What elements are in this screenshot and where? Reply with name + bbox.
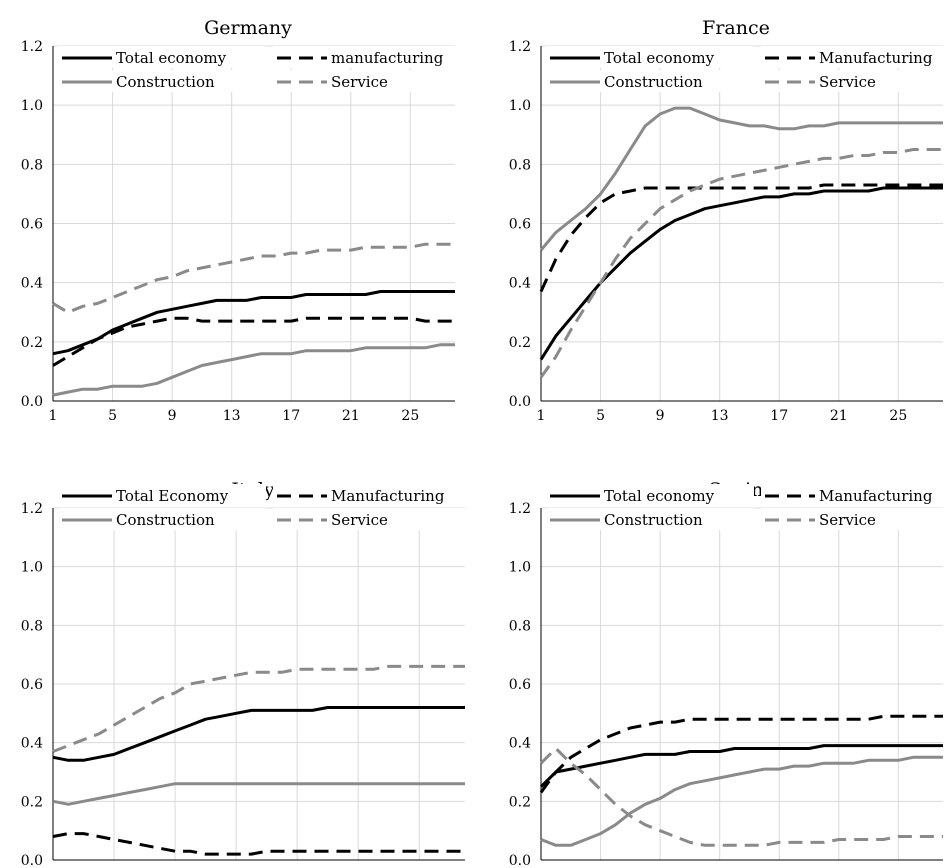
y-tick-label: 0.8 — [21, 618, 43, 634]
legend-item-bg — [546, 508, 754, 530]
legend-item-bg — [761, 46, 948, 68]
legend-label: Construction — [116, 511, 215, 529]
y-tick-label: 1.0 — [21, 98, 43, 114]
x-tick-label: 1 — [49, 408, 58, 424]
y-tick-label: 0.2 — [21, 335, 43, 351]
y-tick-label: 0.4 — [509, 276, 531, 292]
y-tick-label: 0.0 — [509, 853, 531, 868]
legend-label: Total Economy — [116, 487, 229, 505]
x-tick-label: 5 — [108, 408, 117, 424]
y-tick-label: 1.2 — [21, 501, 43, 517]
legend-label: Manufacturing — [819, 49, 933, 67]
chart-panel-france: France 0.0 0.2 0.4 0.6 0.8 1.0 1.2 1 5 9 13 17 21 25 To… — [509, 17, 948, 424]
y-tick-label: 0.0 — [21, 394, 43, 410]
x-tick-label: 5 — [596, 408, 605, 424]
x-tick-label: 21 — [830, 408, 848, 424]
x-tick-label: 9 — [168, 408, 177, 424]
y-tick-label: 0.6 — [509, 677, 531, 693]
legend-label: Total economy — [604, 487, 715, 505]
chart-panel-italy: Italy0.00.20.40.60.81.01.215913172125Tot… — [21, 479, 481, 868]
legend-item-bg — [761, 484, 948, 506]
series-line-manufacturing — [539, 714, 943, 794]
series-line-total-economy — [539, 186, 943, 361]
legend-label: Construction — [604, 73, 703, 91]
series-line-service — [52, 664, 465, 753]
y-tick-label: 0.4 — [21, 736, 43, 752]
y-tick-label: 0.8 — [509, 157, 531, 173]
legend-item-bg — [546, 484, 754, 506]
legend-label: Service — [819, 511, 876, 529]
series-line-service — [539, 148, 943, 379]
chart-panel-spain: Spain0.00.20.40.60.81.01.215913172125Tot… — [509, 479, 948, 868]
x-tick-label: 13 — [223, 408, 241, 424]
legend-label: Manufacturing — [819, 487, 933, 505]
legend-item-bg — [58, 484, 266, 506]
series-line-service — [539, 747, 943, 847]
x-tick-label: 25 — [401, 408, 419, 424]
legend-item-bg — [273, 484, 481, 506]
chart-title: France — [702, 17, 770, 39]
x-tick-label: 21 — [342, 408, 360, 424]
x-tick-label: 17 — [770, 408, 788, 424]
y-tick-label: 0.0 — [509, 394, 531, 410]
legend-label: Service — [331, 73, 388, 91]
legend-item-bg — [546, 46, 754, 68]
legend-label: Service — [819, 73, 876, 91]
y-tick-label: 1.2 — [509, 501, 531, 517]
series-line-total-economy — [539, 744, 943, 788]
x-tick-label: 17 — [282, 408, 300, 424]
legend-label: Service — [331, 511, 388, 529]
legend-item-bg — [58, 508, 266, 530]
series-line-construction — [52, 343, 455, 397]
x-tick-label: 9 — [656, 408, 665, 424]
legend-item-bg — [58, 46, 266, 68]
y-tick-label: 0.2 — [509, 335, 531, 351]
legend-item-bg — [761, 70, 948, 92]
legend-label: Manufacturing — [331, 487, 445, 505]
x-tick-label: 1 — [537, 408, 546, 424]
series-line-construction — [540, 755, 943, 847]
legend-label: Total economy — [116, 49, 227, 67]
y-tick-label: 1.0 — [21, 560, 43, 576]
y-tick-label: 1.0 — [509, 98, 531, 114]
y-tick-label: 0.6 — [21, 677, 43, 693]
series-line-construction — [52, 782, 465, 806]
series-line-construction — [539, 106, 943, 252]
series-line-manufacturing — [539, 183, 943, 293]
y-tick-label: 0.6 — [21, 217, 43, 233]
legend-item-bg — [273, 508, 481, 530]
y-tick-label: 0.8 — [21, 157, 43, 173]
y-tick-label: 0.4 — [509, 736, 531, 752]
legend-item-bg — [273, 46, 481, 68]
legend-label: Construction — [604, 511, 703, 529]
x-tick-label: 25 — [889, 408, 907, 424]
y-tick-label: 1.2 — [509, 39, 531, 55]
series-line-total-economy — [52, 290, 455, 356]
y-tick-label: 0.2 — [21, 794, 43, 810]
y-tick-label: 1.2 — [21, 39, 43, 55]
legend-label: manufacturing — [331, 49, 444, 67]
y-tick-label: 1.0 — [509, 560, 531, 576]
y-tick-label: 0.4 — [21, 276, 43, 292]
y-tick-label: 0.8 — [509, 618, 531, 634]
y-tick-label: 0.0 — [21, 853, 43, 868]
legend-label: Total economy — [604, 49, 715, 67]
x-tick-label: 13 — [711, 408, 729, 424]
series-line-manufacturing — [52, 316, 455, 367]
legend-item-bg — [761, 508, 948, 530]
legend-item-bg — [273, 70, 481, 92]
legend-item-bg — [546, 70, 754, 92]
series-line-total-economy — [52, 706, 465, 762]
chart-title: Germany — [204, 17, 292, 39]
legend-label: Construction — [116, 73, 215, 91]
y-tick-label: 0.6 — [509, 217, 531, 233]
y-tick-label: 0.2 — [509, 794, 531, 810]
legend-item-bg — [58, 70, 266, 92]
chart-panel-germany: Germany 0.0 0.2 0.4 0.6 0.8 1.0 1.2 1 5 9 13 17 21 25 T… — [21, 17, 481, 424]
series-line-manufacturing — [52, 832, 465, 856]
series-line-service — [52, 242, 455, 314]
